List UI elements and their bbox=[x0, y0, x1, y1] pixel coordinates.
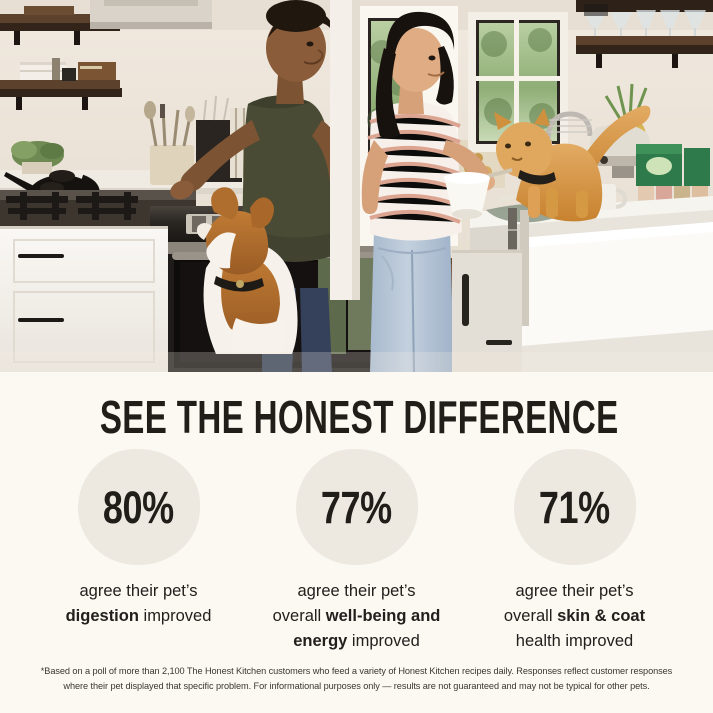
stat-caption-line1: agree their pet’s bbox=[79, 582, 198, 600]
potted-plant bbox=[11, 141, 64, 174]
wall-shelf-lower bbox=[0, 58, 122, 110]
footnote-line-2: where their pet displayed that specific … bbox=[63, 680, 650, 691]
stat-item-digestion: 80% agree their pet’s digestion improved bbox=[30, 449, 248, 629]
footnote-disclaimer: *Based on a poll of more than 2,100 The … bbox=[0, 664, 713, 693]
stat-blob: 80% bbox=[77, 449, 200, 565]
lower-cabinets-right bbox=[452, 250, 522, 372]
page-title: SEE THE HONEST DIFFERENCE bbox=[99, 391, 619, 443]
stats-row: 80% agree their pet’s digestion improved… bbox=[0, 449, 713, 654]
stat-percent: 80% bbox=[103, 481, 174, 533]
stat-caption-keyword: well-being and bbox=[325, 607, 441, 625]
stat-caption-line3-rest: health improved bbox=[515, 632, 634, 650]
stat-blob: 71% bbox=[513, 449, 636, 565]
stat-caption-line1: agree their pet’s bbox=[515, 582, 634, 600]
lower-cabinets-left bbox=[0, 226, 168, 372]
wine-glass-shelf bbox=[576, 0, 713, 68]
stat-caption: agree their pet’s overall skin & coat he… bbox=[467, 579, 682, 654]
woman-figure bbox=[361, 11, 513, 372]
stat-caption-line2-rest: improved bbox=[138, 607, 212, 625]
stat-caption-keyword-2: energy bbox=[293, 632, 348, 650]
stat-item-wellbeing: 77% agree their pet’s overall well-being… bbox=[248, 449, 466, 654]
photo-illustration: 12:30 bbox=[0, 0, 713, 372]
stat-caption-line1: agree their pet’s bbox=[297, 582, 416, 600]
cat-figure bbox=[494, 105, 651, 222]
stat-caption-keyword: skin & coat bbox=[557, 607, 646, 625]
pet-bowl bbox=[444, 172, 490, 219]
stat-blob: 77% bbox=[295, 449, 418, 565]
stat-caption-line2-plain: overall bbox=[503, 607, 558, 625]
stat-caption: agree their pet’s digestion improved bbox=[31, 579, 246, 629]
kitchen-lifestyle-photo: 12:30 bbox=[0, 0, 713, 372]
range-hood bbox=[90, 0, 212, 29]
wall-shelf-upper bbox=[0, 6, 120, 45]
utensil-crock bbox=[144, 101, 195, 185]
stats-panel: SEE THE HONEST DIFFERENCE 80% agree thei… bbox=[0, 372, 713, 713]
stat-percent: 71% bbox=[539, 481, 610, 533]
stat-caption-keyword: digestion bbox=[65, 607, 139, 625]
stat-caption: agree their pet’s overall well-being and… bbox=[249, 579, 464, 654]
stat-item-skin-coat: 71% agree their pet’s overall skin & coa… bbox=[466, 449, 684, 654]
dog-figure bbox=[196, 187, 298, 354]
stat-caption-line3-rest: improved bbox=[347, 632, 420, 650]
footnote-line-1: *Based on a poll of more than 2,100 The … bbox=[40, 666, 673, 676]
stat-percent: 77% bbox=[321, 481, 392, 533]
stat-caption-line2-plain: overall bbox=[272, 607, 326, 625]
